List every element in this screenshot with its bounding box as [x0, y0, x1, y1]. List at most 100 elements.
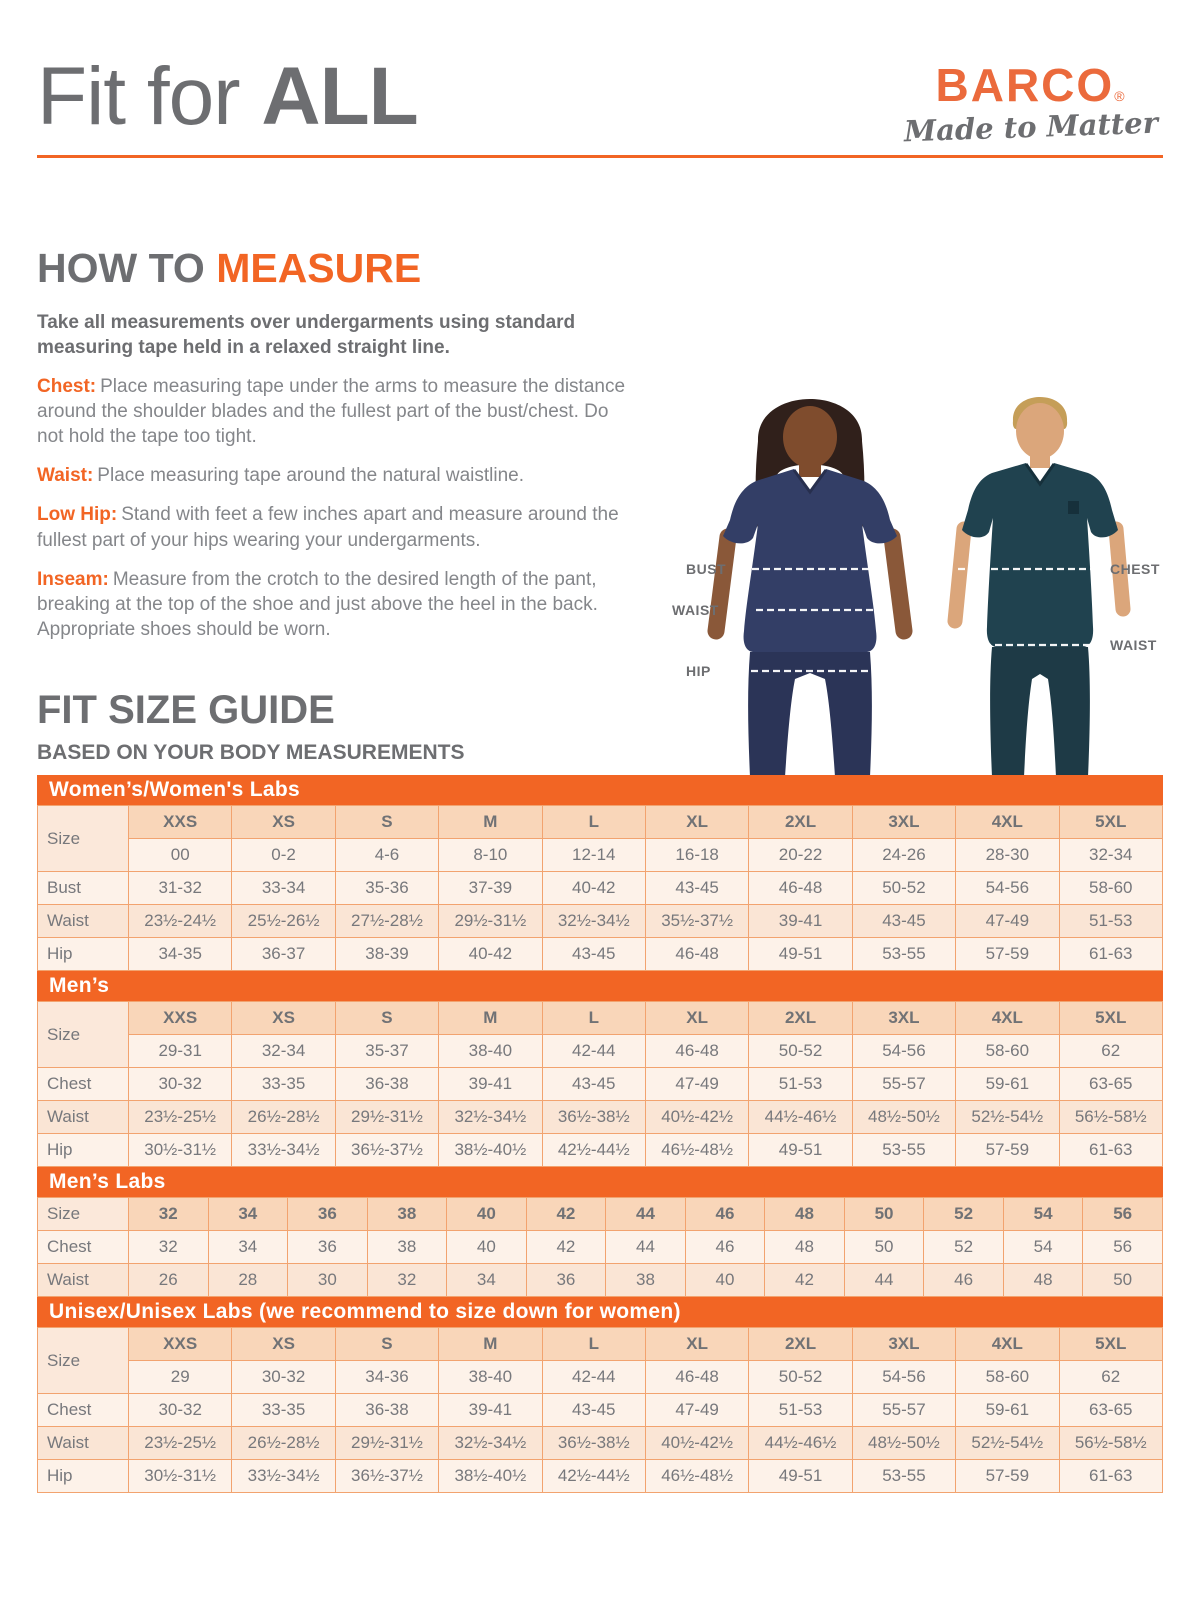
size-header-cell: 38	[366, 1197, 448, 1231]
measurement-cell: 43-45	[644, 871, 750, 905]
size-table: Size XXS XS S M L XL 2XL 3XL 4XL 5XL 00 0-2 4-6 8-10 12…	[37, 805, 1164, 971]
measurement-cell: 26½-28½	[231, 1100, 336, 1134]
numeric-size-cell: 32-34	[1058, 838, 1164, 872]
numeric-size-cell: 24-26	[851, 838, 957, 872]
measurement-cell: 36-38	[334, 1393, 440, 1427]
size-header-cell: XXS	[127, 1327, 233, 1361]
hip-label: HIP	[686, 663, 711, 679]
how-to-measure-title-gray: HOW TO	[37, 245, 217, 291]
table-title-band: Women’s/Women's Labs	[37, 775, 1163, 805]
measurement-cell: 32	[366, 1263, 448, 1297]
numeric-size-cell: 4-6	[334, 838, 440, 872]
measurement-cell: 23½-24½	[127, 904, 233, 938]
measurement-cell: 30-32	[127, 1393, 233, 1427]
measurement-cell: 53-55	[851, 1133, 957, 1167]
size-header-cell: 48	[764, 1197, 845, 1231]
measurement-row: Bust 31-32 33-34 35-36 37-39 40-42 43-45 46-48 5…	[37, 871, 1164, 905]
measure-term-waist: Waist:	[37, 465, 94, 487]
numeric-size-cell: 62	[1058, 1034, 1164, 1068]
measurement-cell: 51-53	[748, 1393, 853, 1427]
measurement-cell: 42	[764, 1263, 845, 1297]
measurement-cell: 46	[923, 1263, 1004, 1297]
measurement-cell: 47-49	[955, 904, 1060, 938]
size-table: Size XXS XS S M L XL 2XL 3XL 4XL 5XL 29-31 32-34 35-3…	[37, 1001, 1164, 1167]
measurement-cell: 54	[1002, 1230, 1084, 1264]
measurement-cell: 26½-28½	[231, 1426, 336, 1460]
measurement-cell: 36	[287, 1230, 368, 1264]
measurement-row-label: Bust	[37, 871, 129, 905]
size-header-cell: 4XL	[955, 1001, 1060, 1035]
measurement-cell: 57-59	[955, 1459, 1060, 1493]
measurement-cell: 33-35	[231, 1393, 336, 1427]
numeric-size-cell: 0-2	[231, 838, 336, 872]
page-title-light: Fit for	[37, 51, 262, 142]
size-header-cell: S	[334, 1001, 440, 1035]
measurement-cell: 53-55	[851, 1459, 957, 1493]
numeric-size-cell: 12-14	[541, 838, 646, 872]
measurement-cell: 34	[207, 1230, 289, 1264]
size-header-cell: XXS	[127, 1001, 233, 1035]
measurement-cell: 61-63	[1058, 1459, 1164, 1493]
measurement-cell: 27½-28½	[334, 904, 440, 938]
measurement-cell: 46	[684, 1230, 766, 1264]
measurement-cell: 50	[1082, 1263, 1163, 1297]
measurement-cell: 61-63	[1058, 937, 1164, 971]
numeric-size-cell: 29	[127, 1360, 233, 1394]
numeric-size-cell: 20-22	[748, 838, 853, 872]
measurement-cell: 44	[605, 1230, 686, 1264]
size-header-cell: L	[541, 1327, 646, 1361]
fit-size-guide-title: FIT SIZE GUIDE	[37, 688, 335, 732]
man-waist-label: WAIST	[1110, 637, 1157, 653]
registered-mark: ®	[1114, 88, 1127, 104]
size-header-cell: 56	[1082, 1197, 1163, 1231]
size-table: Size 32 34 36 38 40 42 44 46 48 50 52 54 56 Chest 32 34 3…	[37, 1197, 1163, 1297]
barco-logo-tagline: Made to Matter	[903, 105, 1159, 149]
measurement-cell: 38-39	[334, 937, 440, 971]
size-header-cell: 54	[1002, 1197, 1084, 1231]
measurement-row: Waist 26 28 30 32 34 36 38 40 42 44 46 48 50	[37, 1263, 1163, 1297]
fit-size-guide-subtitle: BASED ON YOUR BODY MEASUREMENTS	[37, 741, 465, 764]
measurement-cell: 57-59	[955, 937, 1060, 971]
measurement-models-image: BUST WAIST HIP CHEST WAIST	[640, 378, 1200, 778]
size-header-cell: L	[541, 1001, 646, 1035]
measurement-row: Waist 23½-25½ 26½-28½ 29½-31½ 32½-34½ 36½-38½…	[37, 1426, 1164, 1460]
measurement-cell: 63-65	[1058, 1393, 1164, 1427]
measurement-cell: 51-53	[748, 1067, 853, 1101]
measurement-cell: 46½-48½	[644, 1133, 750, 1167]
measurement-cell: 59-61	[955, 1067, 1060, 1101]
measurement-cell: 36½-38½	[541, 1100, 646, 1134]
numeric-size-cell: 54-56	[851, 1034, 957, 1068]
size-header-cell: 2XL	[748, 1327, 853, 1361]
measurement-cell: 39-41	[748, 904, 853, 938]
size-header-cell: S	[334, 805, 440, 839]
measurement-cell: 31-32	[127, 871, 233, 905]
numeric-size-cell: 34-36	[334, 1360, 440, 1394]
measurement-cell: 36	[525, 1263, 607, 1297]
measurement-cell: 25½-26½	[231, 904, 336, 938]
measurement-cell: 36-37	[231, 937, 336, 971]
measurement-row: Hip 34-35 36-37 38-39 40-42 43-45 46-48 49-51 53…	[37, 937, 1164, 971]
measurement-cell: 50	[843, 1230, 925, 1264]
measurement-row-label: Chest	[37, 1393, 129, 1427]
woman-waist-label: WAIST	[672, 602, 719, 618]
numeric-size-cell: 50-52	[748, 1360, 853, 1394]
measurement-cell: 48	[1002, 1263, 1084, 1297]
measure-text-chest: Place measuring tape under the arms to m…	[37, 376, 626, 448]
measurement-cell: 39-41	[438, 1067, 543, 1101]
size-header-cell: 52	[923, 1197, 1004, 1231]
measurement-cell: 53-55	[851, 937, 957, 971]
size-header-cell: S	[334, 1327, 440, 1361]
size-header-cell: 44	[605, 1197, 686, 1231]
numeric-size-cell: 58-60	[955, 1360, 1060, 1394]
measurement-cell: 23½-25½	[127, 1100, 233, 1134]
measurement-cell: 44½-46½	[748, 1100, 853, 1134]
numeric-size-cell: 8-10	[438, 838, 543, 872]
size-header-cell: L	[541, 805, 646, 839]
measurement-cell: 40½-42½	[644, 1100, 750, 1134]
measurement-cell: 38	[366, 1230, 448, 1264]
measure-text-waist: Place measuring tape around the natural …	[97, 465, 524, 487]
size-header-cell: 36	[287, 1197, 368, 1231]
size-header-cell: 32	[128, 1197, 209, 1231]
measurement-row-label: Chest	[37, 1230, 129, 1264]
models-illustration: BUST WAIST HIP CHEST WAIST	[672, 397, 1159, 777]
